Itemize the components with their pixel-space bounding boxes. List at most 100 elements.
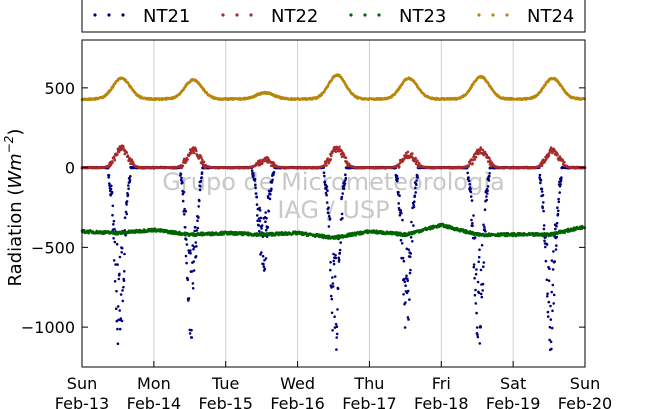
- data-point: [338, 251, 342, 255]
- data-point: [343, 184, 346, 187]
- data-point: [555, 235, 559, 239]
- data-point: [401, 256, 405, 260]
- data-point: [480, 295, 484, 299]
- data-point: [557, 200, 561, 204]
- data-point: [345, 160, 349, 164]
- data-point: [182, 190, 186, 194]
- data-point: [400, 211, 403, 215]
- data-point: [548, 325, 552, 329]
- data-point: [188, 332, 192, 335]
- data-point: [559, 183, 562, 186]
- data-point: [252, 174, 255, 177]
- data-point: [476, 333, 479, 337]
- data-point: [121, 289, 124, 292]
- data-point: [467, 176, 470, 179]
- data-point: [114, 307, 118, 311]
- data-point: [469, 190, 473, 194]
- data-point: [549, 318, 553, 321]
- data-point: [556, 206, 559, 209]
- data-point: [402, 259, 406, 263]
- data-point: [262, 265, 266, 269]
- data-point: [473, 158, 477, 161]
- data-point: [484, 230, 487, 233]
- data-point: [252, 172, 255, 175]
- data-point: [191, 244, 194, 247]
- data-point: [115, 289, 118, 293]
- data-point: [395, 174, 399, 178]
- data-point: [339, 241, 343, 244]
- data-point: [124, 210, 128, 214]
- series-nt24: [80, 73, 586, 102]
- data-point: [123, 152, 126, 156]
- data-point: [548, 267, 551, 271]
- data-point: [192, 151, 196, 155]
- data-point: [403, 326, 407, 329]
- data-point: [545, 278, 549, 282]
- data-point: [192, 269, 196, 272]
- data-point: [197, 205, 200, 208]
- data-point: [225, 230, 229, 234]
- data-point: [112, 219, 116, 223]
- data-point: [325, 193, 328, 197]
- data-point: [412, 205, 416, 209]
- data-point: [110, 184, 113, 188]
- data-point: [398, 194, 401, 197]
- data-point: [555, 224, 558, 228]
- data-point: [340, 212, 344, 216]
- data-point: [406, 289, 410, 293]
- data-point: [199, 179, 203, 183]
- data-point: [559, 178, 563, 181]
- data-point: [472, 265, 476, 269]
- data-point: [481, 282, 485, 286]
- data-point: [195, 245, 198, 248]
- data-point: [326, 189, 329, 192]
- data-point: [485, 198, 489, 202]
- data-point: [329, 294, 333, 298]
- data-point: [268, 197, 272, 201]
- data-point: [331, 285, 335, 288]
- data-point: [334, 256, 338, 260]
- data-point: [551, 268, 555, 271]
- data-point: [116, 342, 120, 346]
- data-point: [547, 154, 551, 157]
- data-point: [118, 272, 121, 276]
- data-point: [199, 185, 202, 188]
- data-point: [400, 242, 404, 245]
- data-point: [193, 245, 196, 249]
- data-point: [128, 178, 132, 182]
- data-point: [550, 259, 554, 262]
- data-point: [186, 158, 189, 161]
- data-point: [266, 225, 270, 229]
- data-point: [111, 161, 114, 164]
- data-point: [121, 299, 125, 303]
- data-point: [415, 183, 418, 186]
- data-point: [126, 193, 130, 197]
- data-point: [552, 293, 556, 297]
- data-point: [110, 191, 114, 194]
- data-point: [125, 151, 129, 154]
- data-point: [196, 219, 199, 222]
- data-point: [112, 237, 115, 240]
- data-point: [260, 162, 264, 165]
- data-point: [547, 300, 551, 304]
- data-point: [179, 172, 183, 176]
- data-point: [546, 292, 549, 296]
- data-point: [108, 182, 111, 185]
- data-point: [554, 248, 558, 251]
- data-point: [194, 254, 198, 258]
- data-point: [333, 275, 337, 278]
- data-point: [111, 213, 114, 217]
- data-point: [337, 256, 341, 260]
- data-point: [486, 192, 489, 195]
- data-point: [185, 243, 189, 246]
- data-point: [198, 188, 202, 192]
- data-point: [474, 272, 478, 276]
- data-point: [555, 244, 558, 247]
- data-point: [154, 227, 157, 231]
- data-point: [548, 338, 551, 342]
- data-point: [404, 301, 407, 304]
- data-point: [403, 280, 407, 284]
- data-point: [196, 226, 200, 230]
- data-point: [327, 206, 330, 209]
